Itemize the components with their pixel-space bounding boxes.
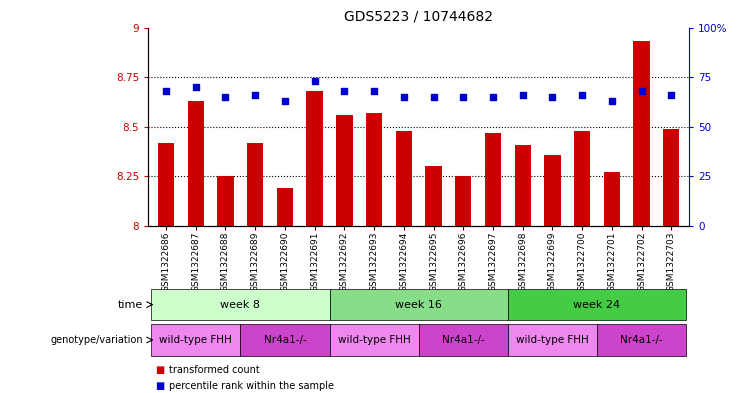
Text: transformed count: transformed count <box>169 365 259 375</box>
Bar <box>336 115 353 226</box>
Text: ■: ■ <box>156 365 165 375</box>
Point <box>249 92 261 98</box>
Point <box>279 98 291 104</box>
Bar <box>455 176 471 226</box>
Bar <box>330 288 508 321</box>
Point <box>398 94 410 100</box>
Text: time: time <box>118 299 143 310</box>
Point <box>546 94 558 100</box>
Bar <box>217 176 233 226</box>
Point <box>368 88 380 94</box>
Bar <box>366 113 382 226</box>
Point <box>665 92 677 98</box>
Point <box>160 88 172 94</box>
Bar <box>425 166 442 226</box>
Bar <box>514 145 531 226</box>
Text: ■: ■ <box>156 381 165 391</box>
Bar <box>151 288 330 321</box>
Bar <box>574 131 591 226</box>
Text: genotype/variation: genotype/variation <box>50 335 143 345</box>
Point <box>516 92 528 98</box>
Bar <box>330 324 419 356</box>
Title: GDS5223 / 10744682: GDS5223 / 10744682 <box>344 9 494 24</box>
Text: week 8: week 8 <box>220 299 260 310</box>
Text: wild-type FHH: wild-type FHH <box>338 335 411 345</box>
Point <box>487 94 499 100</box>
Bar <box>634 41 650 226</box>
Text: Nr4a1-/-: Nr4a1-/- <box>620 335 663 345</box>
Point <box>576 92 588 98</box>
Bar <box>247 143 263 226</box>
Point <box>190 84 202 90</box>
Bar <box>604 173 620 226</box>
Text: wild-type FHH: wild-type FHH <box>159 335 232 345</box>
Bar <box>276 188 293 226</box>
Bar <box>544 154 561 226</box>
Bar <box>187 101 204 226</box>
Bar <box>508 288 686 321</box>
Text: Nr4a1-/-: Nr4a1-/- <box>442 335 485 345</box>
Bar <box>663 129 679 226</box>
Point <box>606 98 618 104</box>
Bar <box>508 324 597 356</box>
Point <box>339 88 350 94</box>
Bar <box>158 143 174 226</box>
Bar <box>307 91 323 226</box>
Bar <box>396 131 412 226</box>
Text: Nr4a1-/-: Nr4a1-/- <box>264 335 306 345</box>
Bar <box>597 324 686 356</box>
Point <box>636 88 648 94</box>
Point <box>309 78 321 84</box>
Text: percentile rank within the sample: percentile rank within the sample <box>169 381 334 391</box>
Text: week 16: week 16 <box>395 299 442 310</box>
Point <box>219 94 231 100</box>
Bar <box>419 324 508 356</box>
Bar <box>151 324 240 356</box>
Text: wild-type FHH: wild-type FHH <box>516 335 589 345</box>
Point <box>428 94 439 100</box>
Text: week 24: week 24 <box>574 299 620 310</box>
Bar <box>240 324 330 356</box>
Bar <box>485 133 501 226</box>
Point <box>457 94 469 100</box>
